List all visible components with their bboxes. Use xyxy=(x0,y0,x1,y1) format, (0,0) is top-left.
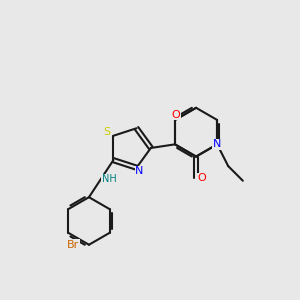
Text: N: N xyxy=(135,166,144,176)
Text: O: O xyxy=(172,110,180,120)
Text: O: O xyxy=(197,173,206,184)
Text: Br: Br xyxy=(67,240,80,250)
Text: N: N xyxy=(213,140,221,149)
Text: NH: NH xyxy=(102,175,117,184)
Text: S: S xyxy=(103,127,110,137)
